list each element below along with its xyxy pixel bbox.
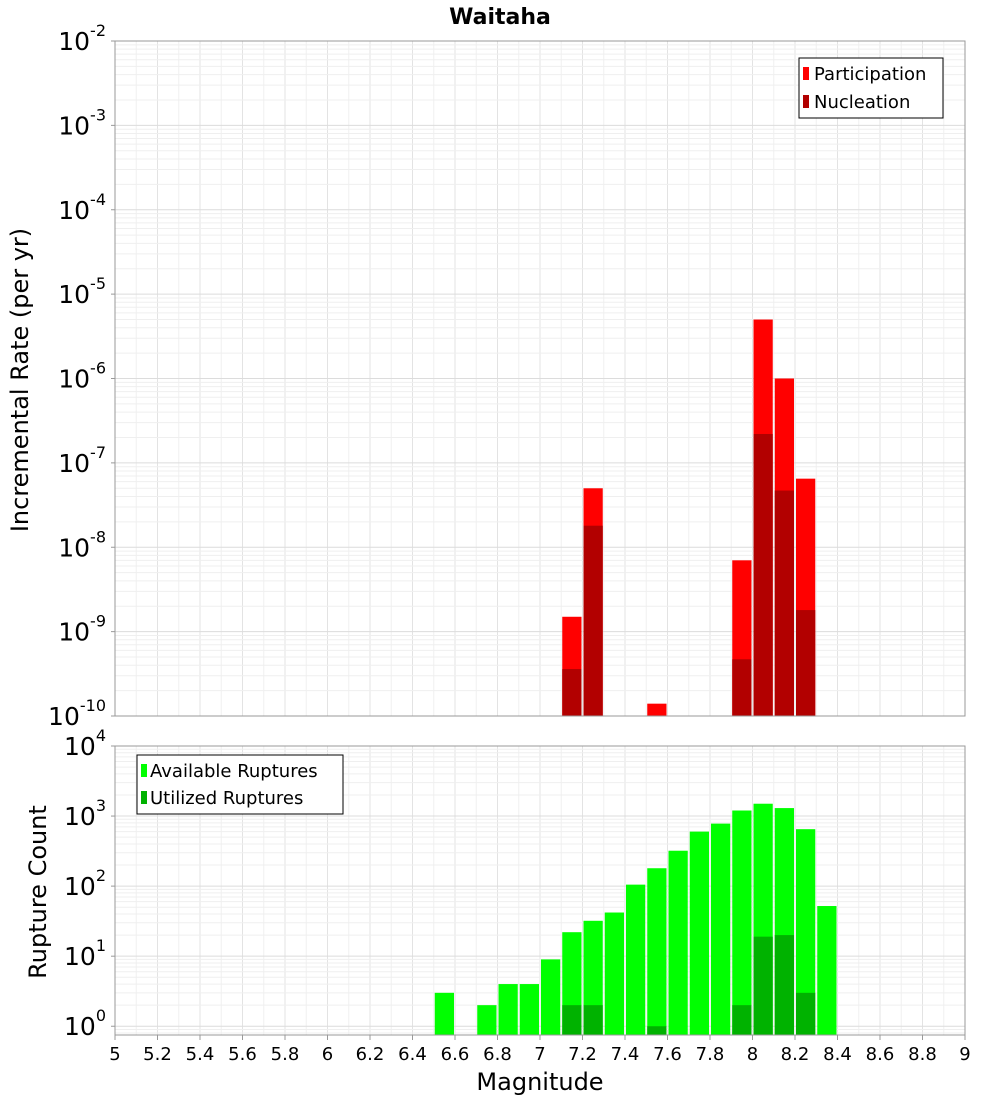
count-bar-s1 — [626, 884, 646, 1035]
rate-y-tick-label: 10-8 — [58, 527, 106, 562]
count-y-tick-label: 103 — [64, 796, 106, 831]
x-tick-label: 6.2 — [356, 1044, 385, 1065]
utilized-legend-swatch — [141, 791, 147, 804]
count-bar-s1 — [541, 959, 561, 1035]
x-tick-label: 6.6 — [441, 1044, 470, 1065]
count-bar-s1 — [668, 850, 688, 1035]
rate-y-tick-label: 10-6 — [58, 359, 106, 394]
count-y-ticks: 104 103 102 101 100 — [64, 726, 115, 1041]
x-tick-label: 6.8 — [483, 1044, 512, 1065]
count-panel: 104 103 102 101 100 5 5.2 5.4 5.6 5.8 6 6.2 6.4 6.6 6… — [24, 726, 971, 1096]
count-bar-s1 — [817, 906, 837, 1035]
x-tick-label: 7 — [534, 1044, 545, 1065]
x-tick-label: 7.8 — [696, 1044, 725, 1065]
count-bar-s1 — [434, 992, 454, 1035]
count-y-axis-label: Rupture Count — [24, 805, 52, 979]
count-bar-s1 — [519, 984, 539, 1035]
count-y-tick-label: 100 — [64, 1006, 106, 1041]
x-tick-label: 6 — [322, 1044, 333, 1065]
count-bar-s1 — [647, 868, 667, 1035]
count-legend: Available Ruptures Utilized Ruptures — [136, 754, 344, 815]
count-legend-box — [136, 754, 344, 815]
count-bar-s2 — [647, 1026, 667, 1035]
count-y-tick-label: 101 — [64, 936, 106, 971]
x-tick-label: 7.4 — [611, 1044, 640, 1065]
rate-y-tick-label: 10-3 — [58, 105, 106, 140]
count-bar-s2 — [774, 935, 794, 1035]
rate-bar-s1 — [647, 703, 667, 716]
x-tick-label: 7.2 — [568, 1044, 597, 1065]
x-tick-label: 8 — [747, 1044, 758, 1065]
rate-y-tick-label: 10-4 — [58, 190, 106, 225]
available-legend-swatch — [141, 764, 147, 777]
x-tick-label: 6.4 — [398, 1044, 427, 1065]
rate-y-axis-label: Incremental Rate (per yr) — [6, 228, 34, 532]
x-tick-label: 5.8 — [271, 1044, 300, 1065]
rate-y-tick-label: 10-9 — [58, 612, 106, 647]
rate-y-ticks: 10-2 10-3 10-4 10-5 10-6 10-7 10-8 10-9 10-10 — [48, 21, 115, 731]
utilized-legend-label: Utilized Ruptures — [150, 788, 303, 809]
x-tick-label: 9 — [959, 1044, 970, 1065]
participation-legend-swatch — [803, 67, 809, 80]
count-bar-s2 — [562, 1005, 582, 1035]
rate-y-tick-label: 10-7 — [58, 443, 106, 478]
rate-y-tick-label: 10-2 — [58, 21, 106, 56]
rate-y-tick-label: 10-10 — [48, 696, 106, 731]
nucleation-legend-swatch — [803, 95, 809, 108]
count-bar-s1 — [796, 829, 816, 1035]
x-axis-label: Magnitude — [476, 1068, 603, 1096]
x-tick-label: 5.2 — [143, 1044, 172, 1065]
x-tick-label: 5.4 — [186, 1044, 215, 1065]
magnitude-x-ticks: 5 5.2 5.4 5.6 5.8 6 6.2 6.4 6.6 6.8 7 7.2 7.4 7.6 7.8 8… — [109, 1035, 971, 1065]
x-tick-label: 8.8 — [908, 1044, 937, 1065]
count-bar-s1 — [477, 1005, 497, 1035]
count-bar-s1 — [732, 810, 752, 1035]
count-bar-s2 — [583, 1005, 603, 1035]
rate-bar-s2 — [796, 610, 816, 716]
available-legend-label: Available Ruptures — [150, 761, 318, 782]
count-bar-s1 — [604, 912, 624, 1035]
count-bar-s1 — [498, 984, 518, 1035]
rate-bar-s2 — [732, 659, 752, 716]
count-bar-s2 — [732, 1005, 752, 1035]
rate-bar-s2 — [562, 669, 582, 716]
count-y-tick-label: 102 — [64, 866, 106, 901]
count-bars — [434, 803, 837, 1035]
x-tick-label: 5 — [109, 1044, 120, 1065]
count-bar-s1 — [689, 831, 709, 1035]
rate-bars — [562, 319, 816, 716]
rate-panel: 10-2 10-3 10-4 10-5 10-6 10-7 10-8 10-9 10-10 In… — [6, 21, 966, 731]
rate-bar-s2 — [583, 525, 603, 716]
x-tick-label: 8.2 — [781, 1044, 810, 1065]
rate-bar-s2 — [753, 433, 773, 716]
count-y-tick-label: 104 — [64, 726, 106, 761]
rate-y-tick-label: 10-5 — [58, 274, 106, 309]
rate-bar-s2 — [774, 490, 794, 716]
x-tick-label: 8.4 — [823, 1044, 852, 1065]
x-tick-label: 7.6 — [653, 1044, 682, 1065]
rate-legend-box — [798, 57, 944, 119]
count-bar-s1 — [711, 823, 731, 1035]
rate-grid — [114, 40, 966, 717]
chart-title: Waitaha — [449, 5, 551, 30]
x-tick-label: 5.6 — [228, 1044, 257, 1065]
rate-legend: Participation Nucleation — [798, 57, 944, 119]
count-bar-s2 — [753, 936, 773, 1035]
participation-legend-label: Participation — [814, 64, 926, 85]
count-bar-s2 — [796, 992, 816, 1035]
nucleation-legend-label: Nucleation — [814, 92, 910, 113]
x-tick-label: 8.6 — [866, 1044, 895, 1065]
